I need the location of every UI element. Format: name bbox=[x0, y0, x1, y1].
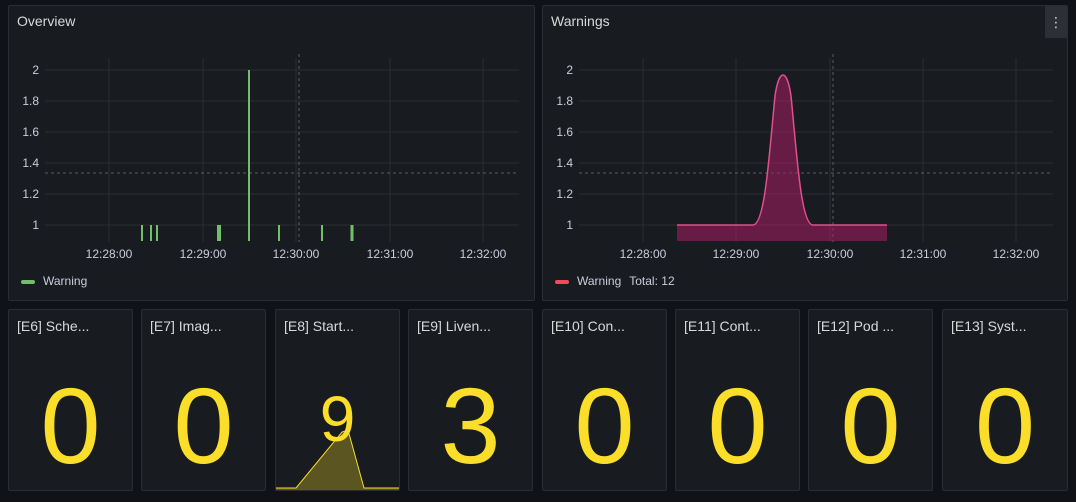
overview-legend[interactable]: Warning bbox=[21, 274, 87, 288]
stat-value: 3 bbox=[440, 365, 501, 486]
stat-value: 9 bbox=[319, 383, 356, 455]
stat-panel-e10: [E10] Con... 0 bbox=[542, 309, 667, 491]
legend-swatch bbox=[555, 279, 569, 284]
y-tick-1-8: 1.8 bbox=[556, 94, 573, 108]
panel-top-indicator bbox=[177, 310, 217, 313]
y-tick-1-8: 1.8 bbox=[22, 94, 39, 108]
panel-top-indicator bbox=[44, 310, 84, 313]
stat-panel-e13: [E13] Syst... 0 bbox=[942, 309, 1068, 491]
stat-sparkline bbox=[276, 429, 399, 490]
stat-panel-e12: [E12] Pod ... 0 bbox=[808, 309, 933, 491]
stat-panel-e6: [E6] Sche... 0 bbox=[8, 309, 133, 491]
y-tick-1-4: 1.4 bbox=[556, 156, 573, 170]
stat-value: 0 bbox=[40, 365, 101, 486]
overview-x-ticks: 12:28:00 12:29:00 12:30:00 12:31:00 12:3… bbox=[86, 247, 507, 261]
x-tick-1230: 12:30:00 bbox=[273, 247, 320, 261]
y-tick-1: 1 bbox=[32, 218, 39, 232]
x-tick-1229: 12:29:00 bbox=[180, 247, 227, 261]
warnings-legend[interactable]: Warning Total: 12 bbox=[555, 274, 675, 288]
y-tick-1-4: 1.4 bbox=[22, 156, 39, 170]
stat-value: 0 bbox=[173, 365, 234, 486]
legend-label: Warning bbox=[577, 274, 622, 288]
stat-title[interactable]: [E6] Sche... bbox=[17, 318, 90, 334]
stat-title[interactable]: [E13] Syst... bbox=[951, 318, 1027, 334]
stat-title[interactable]: [E10] Con... bbox=[551, 318, 625, 334]
stat-title[interactable]: [E12] Pod ... bbox=[817, 318, 895, 334]
x-tick-1232: 12:32:00 bbox=[993, 247, 1040, 261]
x-tick-1228: 12:28:00 bbox=[620, 247, 667, 261]
stat-title[interactable]: [E8] Start... bbox=[284, 318, 355, 334]
x-tick-1231: 12:31:00 bbox=[900, 247, 947, 261]
overview-grid bbox=[45, 58, 519, 242]
overview-bars bbox=[141, 70, 354, 241]
y-tick-1-2: 1.2 bbox=[22, 187, 39, 201]
stat-value: 0 bbox=[974, 365, 1036, 486]
y-tick-2: 2 bbox=[566, 63, 573, 77]
legend-label: Warning bbox=[43, 274, 88, 288]
x-tick-1231: 12:31:00 bbox=[367, 247, 414, 261]
warnings-grid bbox=[579, 58, 1053, 242]
kebab-menu-icon[interactable]: ⋮ bbox=[1045, 6, 1067, 38]
panel-top-indicator bbox=[844, 310, 884, 313]
warnings-x-ticks: 12:28:00 12:29:00 12:30:00 12:31:00 12:3… bbox=[620, 247, 1040, 261]
legend-swatch bbox=[21, 279, 35, 284]
y-tick-1: 1 bbox=[566, 218, 573, 232]
warnings-y-ticks: 2 1.8 1.6 1.4 1.2 1 bbox=[556, 63, 573, 232]
y-tick-1-6: 1.6 bbox=[556, 125, 573, 139]
warnings-title[interactable]: Warnings bbox=[551, 13, 610, 29]
stat-title[interactable]: [E7] Imag... bbox=[150, 318, 222, 334]
stat-panel-e8: [E8] Start... 9 bbox=[275, 309, 400, 491]
stat-panel-e11: [E11] Cont... 0 bbox=[675, 309, 800, 491]
warnings-area bbox=[677, 75, 887, 241]
panel-top-indicator bbox=[578, 310, 618, 313]
stat-panel-e9: [E9] Liven... 3 bbox=[408, 309, 533, 491]
stat-panel-e7: [E7] Imag... 0 bbox=[141, 309, 266, 491]
stat-value: 0 bbox=[574, 365, 635, 486]
panel-top-indicator bbox=[711, 310, 751, 313]
overview-chart: 2 1.8 1.6 1.4 1.2 1 12:28:00 12:29:00 12… bbox=[22, 54, 519, 261]
stat-value: 0 bbox=[840, 365, 901, 486]
stat-title[interactable]: [E11] Cont... bbox=[684, 318, 761, 334]
x-tick-1230: 12:30:00 bbox=[807, 247, 854, 261]
y-tick-2: 2 bbox=[32, 63, 39, 77]
y-tick-1-6: 1.6 bbox=[22, 125, 39, 139]
x-tick-1228: 12:28:00 bbox=[86, 247, 133, 261]
y-tick-1-2: 1.2 bbox=[556, 187, 573, 201]
stat-title[interactable]: [E9] Liven... bbox=[417, 318, 491, 334]
x-tick-1229: 12:29:00 bbox=[713, 247, 760, 261]
overview-panel: Overview 2 1.8 1.6 1.4 1.2 1 12:28:00 12… bbox=[8, 5, 535, 301]
panel-top-indicator bbox=[444, 310, 484, 313]
warnings-line bbox=[677, 74, 887, 226]
sparkline-line bbox=[276, 429, 399, 489]
x-tick-1232: 12:32:00 bbox=[460, 247, 507, 261]
warnings-chart: 2 1.8 1.6 1.4 1.2 1 12:28:00 12:29:00 12… bbox=[556, 54, 1053, 261]
panel-top-indicator bbox=[311, 310, 351, 313]
warnings-panel: Warnings ⋮ 2 1.8 1.6 1.4 1.2 1 12:28:00 … bbox=[542, 5, 1068, 301]
panel-top-indicator bbox=[978, 310, 1018, 313]
overview-y-ticks: 2 1.8 1.6 1.4 1.2 1 bbox=[22, 63, 39, 232]
legend-total: Total: 12 bbox=[629, 274, 675, 288]
stat-value: 0 bbox=[707, 365, 768, 486]
overview-title[interactable]: Overview bbox=[17, 13, 76, 29]
